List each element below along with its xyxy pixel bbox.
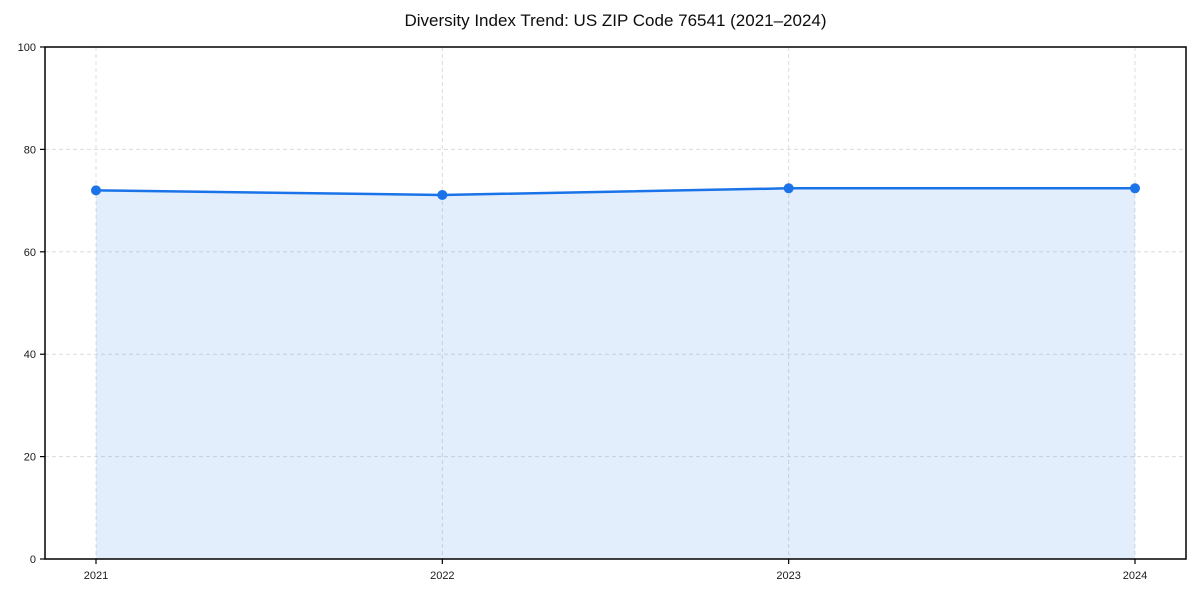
data-point (783, 183, 794, 194)
x-tick-label: 2024 (1123, 570, 1147, 582)
x-tick-label: 2022 (430, 570, 454, 582)
y-tick-label: 80 (24, 144, 36, 156)
x-tick-label: 2021 (84, 570, 108, 582)
plot-border (44, 46, 1187, 560)
area-fill (96, 188, 1135, 559)
y-tick-label: 0 (30, 554, 36, 566)
trend-line (94, 187, 1137, 197)
y-tick-label: 60 (24, 247, 36, 259)
y-tick-label: 40 (24, 349, 36, 361)
y-tick-label: 100 (18, 42, 36, 54)
chart-title: Diversity Index Trend: US ZIP Code 76541… (404, 11, 827, 30)
data-point (1130, 183, 1140, 194)
data-point (91, 185, 101, 196)
y-tick-label: 20 (24, 452, 36, 464)
data-point (437, 189, 448, 200)
x-tick-label: 2023 (776, 570, 800, 582)
